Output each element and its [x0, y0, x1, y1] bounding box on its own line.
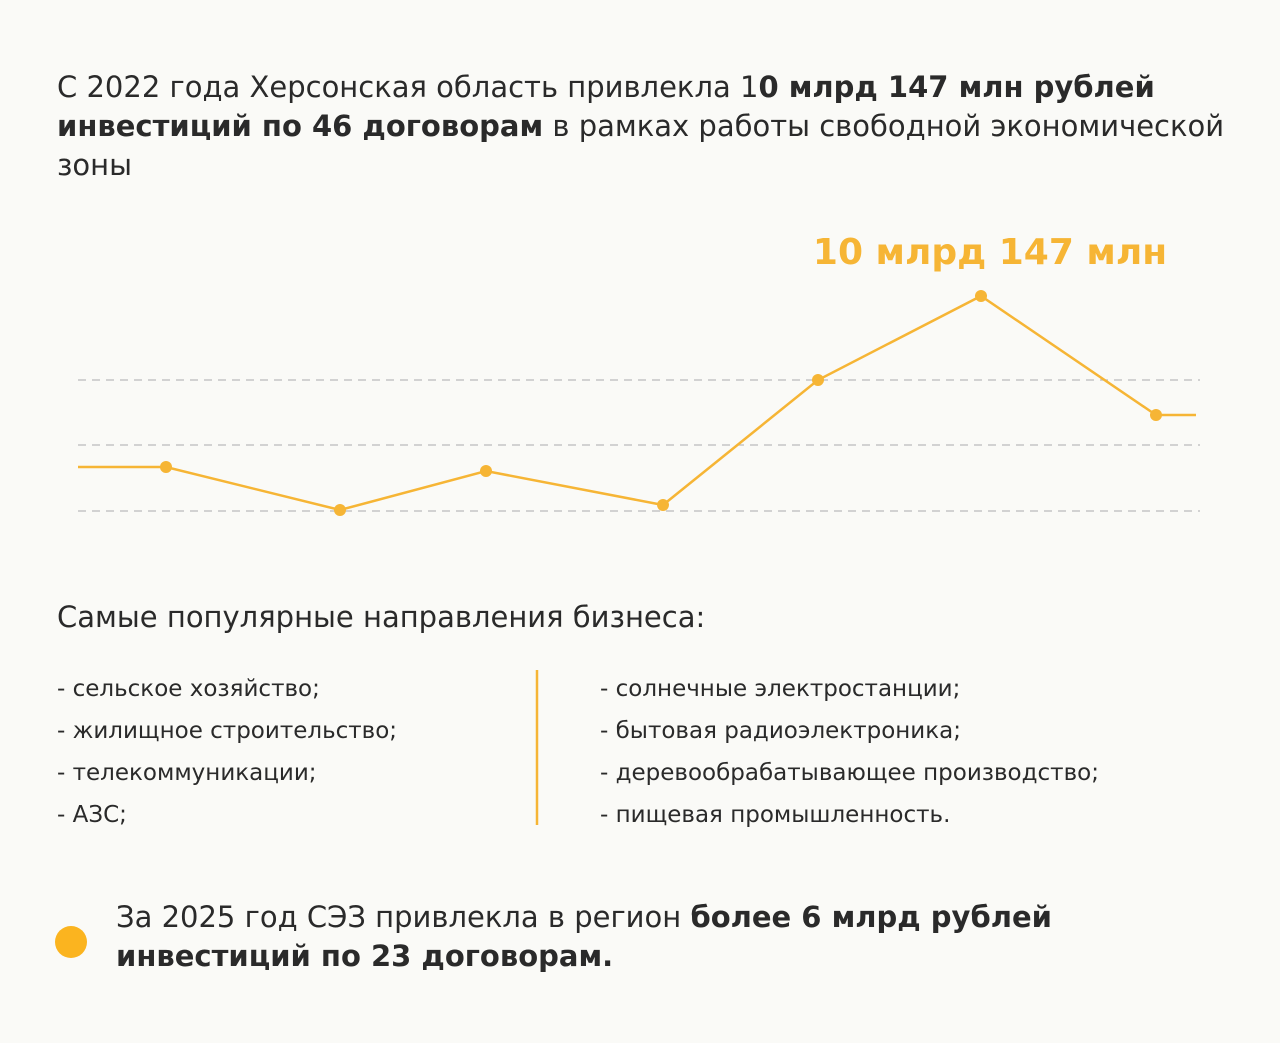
list-item: - жилищное строительство;	[57, 718, 398, 744]
bold-text: более 6 млрд рублей инвестиций по 23 дог…	[116, 900, 1052, 973]
list-item: - солнечные электростанции;	[600, 676, 961, 702]
list-item: - деревообрабатывающее производство;	[600, 760, 1099, 786]
list-item: - бытовая радиоэлектроника;	[600, 718, 961, 744]
list-item: - сельское хозяйство;	[57, 676, 320, 702]
text: С 2022 года Херсонская область привлекла…	[57, 70, 759, 104]
list-item: - телекоммуникации;	[57, 760, 317, 786]
point	[334, 504, 346, 516]
chart-label: 10 млрд 147 млн	[812, 232, 1168, 273]
text: За 2025 год СЭЗ привлекла в регион	[116, 900, 691, 934]
section-title: Самые популярные направления бизнеса:	[57, 600, 706, 634]
point	[812, 374, 824, 386]
point	[1150, 409, 1162, 421]
text: в рамках работы свободной экономической …	[57, 109, 1225, 182]
point	[160, 461, 172, 473]
list-left: - сельское хозяйство; - жилищное строител…	[57, 668, 397, 836]
point	[657, 499, 669, 511]
points	[160, 290, 1162, 516]
bullet	[55, 926, 87, 958]
point	[975, 290, 987, 302]
footer: За 2025 год СЭЗ привлекла в регион более…	[116, 898, 1176, 976]
bold-text: 0 млрд 147 млн рублей инвестиций по 46 д…	[57, 70, 1155, 143]
list-item: - пищевая промышленность.	[600, 802, 951, 828]
list-right: - солнечные электростанции; - бытовая рад…	[600, 668, 1099, 836]
heading: С 2022 года Херсонская область привлекла…	[57, 68, 1237, 185]
list-item: - АЗС;	[57, 802, 127, 828]
point	[480, 465, 492, 477]
line	[78, 294, 1196, 512]
grid	[78, 379, 1200, 512]
